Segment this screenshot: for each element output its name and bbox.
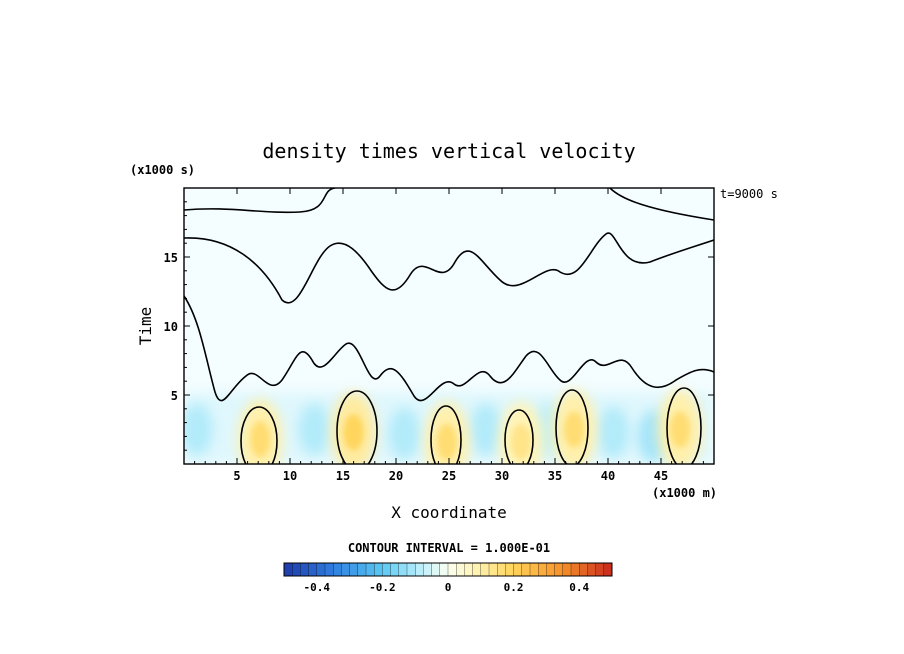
warm-core-2 bbox=[343, 414, 364, 451]
y-axis-label: Time bbox=[136, 307, 155, 346]
colorbar-cell bbox=[423, 562, 433, 577]
colorbar-cell bbox=[333, 562, 342, 577]
colorbar-cell bbox=[341, 562, 351, 577]
colorbar-tick-label: 0.4 bbox=[569, 581, 589, 594]
warm-core-6 bbox=[670, 411, 691, 448]
contour-core-5 bbox=[555, 389, 589, 464]
colorbar-cell bbox=[529, 562, 539, 577]
cool-band-3 bbox=[388, 407, 421, 460]
colorbar-cell bbox=[488, 562, 498, 577]
x-tick-label: 30 bbox=[495, 469, 509, 483]
x-tick-label: 15 bbox=[336, 469, 350, 483]
colorbar-cell bbox=[513, 562, 523, 577]
y-tick-label: 15 bbox=[164, 251, 178, 265]
colorbar-cell bbox=[316, 562, 326, 577]
colorbar-cell bbox=[538, 562, 547, 577]
colorbar-cell bbox=[283, 562, 293, 577]
x-tick-label: 5 bbox=[233, 469, 240, 483]
warm-core-1 bbox=[250, 421, 271, 458]
x-axis-label: X coordinate bbox=[391, 503, 507, 522]
x-tick-label: 45 bbox=[654, 469, 668, 483]
colorbar-cell bbox=[562, 562, 572, 577]
colorbar-labels: -0.4 -0.2 0 0.2 0.4 bbox=[304, 581, 590, 594]
cool-band-6 bbox=[597, 406, 630, 459]
contour-core-6 bbox=[666, 387, 702, 464]
contour-upper-right bbox=[609, 188, 714, 221]
colorbar-cell bbox=[349, 562, 359, 577]
colorbar-cell bbox=[292, 562, 301, 577]
colorbar-cell bbox=[374, 562, 383, 577]
colorbar-cells bbox=[283, 562, 613, 577]
contour-core-3 bbox=[430, 405, 462, 464]
colorbar-cell bbox=[431, 562, 441, 577]
colorbar-cell bbox=[324, 562, 334, 577]
x-unit-label: (x1000 m) bbox=[652, 486, 717, 500]
colorbar-cell bbox=[570, 562, 580, 577]
contour-core-2 bbox=[336, 390, 378, 464]
contour-core-1 bbox=[240, 406, 278, 464]
cool-band-4 bbox=[470, 403, 503, 456]
colorbar-frame bbox=[283, 562, 613, 577]
contour-interval-label: CONTOUR INTERVAL = 1.000E-01 bbox=[348, 541, 550, 555]
x-tick-label: 35 bbox=[548, 469, 562, 483]
warm-core-3 bbox=[436, 423, 457, 460]
colorbar-cell bbox=[579, 562, 588, 577]
colorbar-cell bbox=[472, 562, 482, 577]
colorbar-cell bbox=[456, 562, 465, 577]
chart-title: density times vertical velocity bbox=[262, 139, 635, 163]
time-stamp: t=9000 s bbox=[720, 187, 778, 201]
colorbar-tick-label: -0.2 bbox=[369, 581, 396, 594]
colorbar-cell bbox=[521, 562, 531, 577]
contour-upper-band bbox=[184, 232, 714, 304]
colorbar-cell bbox=[357, 562, 367, 577]
contour-lines bbox=[184, 188, 714, 464]
axis-ticks: 5 10 15 20 25 30 35 40 45 5 10 15 bbox=[164, 188, 714, 483]
warm-core-5 bbox=[564, 411, 585, 448]
colorbar-tick-label: -0.4 bbox=[304, 581, 331, 594]
colorbar-cell bbox=[603, 562, 613, 577]
colorbar: -0.4 -0.2 0 0.2 0.4 bbox=[283, 562, 613, 594]
colorbar-cell bbox=[308, 562, 318, 577]
colorbar-cell bbox=[398, 562, 408, 577]
colorbar-cell bbox=[406, 562, 416, 577]
colorbar-tick-label: 0.2 bbox=[504, 581, 524, 594]
field-layer bbox=[184, 389, 714, 464]
colorbar-cell bbox=[382, 562, 392, 577]
contour-core-4 bbox=[504, 409, 534, 464]
colorbar-cell bbox=[415, 562, 424, 577]
colorbar-cell bbox=[595, 562, 605, 577]
colorbar-cell bbox=[505, 562, 515, 577]
x-tick-label: 40 bbox=[601, 469, 615, 483]
colorbar-cell bbox=[480, 562, 490, 577]
colorbar-cell bbox=[365, 562, 375, 577]
contour-lower-band bbox=[184, 295, 714, 402]
y-tick-label: 5 bbox=[171, 389, 178, 403]
colorbar-cell bbox=[554, 562, 564, 577]
colorbar-cell bbox=[390, 562, 400, 577]
colorbar-cell bbox=[464, 562, 474, 577]
y-tick-label: 10 bbox=[164, 320, 178, 334]
y-unit-label: (x1000 s) bbox=[130, 163, 195, 177]
x-tick-label: 10 bbox=[283, 469, 297, 483]
x-tick-label: 25 bbox=[442, 469, 456, 483]
cool-band-2 bbox=[298, 403, 331, 456]
plot-area: 5 10 15 20 25 30 35 40 45 5 10 15 bbox=[164, 187, 715, 483]
colorbar-cell bbox=[587, 562, 597, 577]
colorbar-cell bbox=[300, 562, 310, 577]
cool-band-1 bbox=[184, 403, 213, 456]
colorbar-cell bbox=[447, 562, 457, 577]
colorbar-cell bbox=[546, 562, 556, 577]
colorbar-tick-label: 0 bbox=[445, 581, 452, 594]
warm-core-4 bbox=[511, 423, 532, 460]
colorbar-cell bbox=[497, 562, 506, 577]
colorbar-cell bbox=[439, 562, 449, 577]
contour-upper-left bbox=[184, 188, 336, 214]
x-tick-label: 20 bbox=[389, 469, 403, 483]
